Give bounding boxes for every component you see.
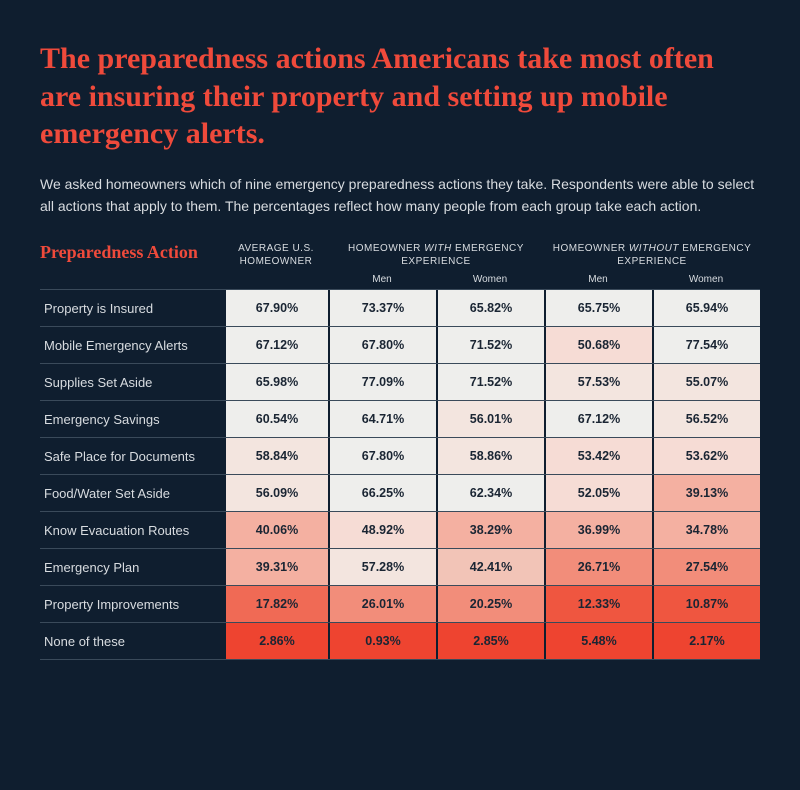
data-cell: 12.33% — [544, 586, 652, 622]
data-cell: 56.09% — [224, 475, 328, 511]
table-header-row: Preparedness Action AVERAGE U.S. HOMEOWN… — [40, 242, 760, 285]
row-label: Emergency Savings — [40, 401, 224, 437]
data-cell: 2.17% — [652, 623, 760, 659]
data-cell: 66.25% — [328, 475, 436, 511]
data-cell: 71.52% — [436, 364, 544, 400]
row-label: Supplies Set Aside — [40, 364, 224, 400]
data-cell: 39.31% — [224, 549, 328, 585]
data-cell: 42.41% — [436, 549, 544, 585]
data-cell: 53.62% — [652, 438, 760, 474]
col-group-with-exp: HOMEOWNER WITH EMERGENCY EXPERIENCE Men … — [328, 242, 544, 285]
data-cell: 65.82% — [436, 290, 544, 326]
data-cell: 67.80% — [328, 438, 436, 474]
data-cell: 77.54% — [652, 327, 760, 363]
col-group-average: AVERAGE U.S. HOMEOWNER — [224, 242, 328, 274]
col-group-label: HOMEOWNER WITHOUT EMERGENCY EXPERIENCE — [544, 242, 760, 268]
table-row: Emergency Savings60.54%64.71%56.01%67.12… — [40, 400, 760, 437]
row-label: Emergency Plan — [40, 549, 224, 585]
data-cell: 65.75% — [544, 290, 652, 326]
data-cell: 52.05% — [544, 475, 652, 511]
data-cell: 2.85% — [436, 623, 544, 659]
col-group-label: HOMEOWNER WITH EMERGENCY EXPERIENCE — [328, 242, 544, 268]
data-cell: 65.94% — [652, 290, 760, 326]
table-row: Safe Place for Documents58.84%67.80%58.8… — [40, 437, 760, 474]
data-cell: 56.01% — [436, 401, 544, 437]
data-cell: 56.52% — [652, 401, 760, 437]
data-cell: 27.54% — [652, 549, 760, 585]
row-label: None of these — [40, 623, 224, 659]
data-cell: 55.07% — [652, 364, 760, 400]
data-cell: 20.25% — [436, 586, 544, 622]
table-row: Property Improvements17.82%26.01%20.25%1… — [40, 585, 760, 622]
row-label: Property Improvements — [40, 586, 224, 622]
row-label: Property is Insured — [40, 290, 224, 326]
table-row: Mobile Emergency Alerts67.12%67.80%71.52… — [40, 326, 760, 363]
data-cell: 26.01% — [328, 586, 436, 622]
sub-col-men: Men — [544, 274, 652, 285]
col-group-without-exp: HOMEOWNER WITHOUT EMERGENCY EXPERIENCE M… — [544, 242, 760, 285]
data-cell: 71.52% — [436, 327, 544, 363]
table-row: Know Evacuation Routes40.06%48.92%38.29%… — [40, 511, 760, 548]
data-cell: 5.48% — [544, 623, 652, 659]
data-cell: 38.29% — [436, 512, 544, 548]
page-title: The preparedness actions Americans take … — [40, 40, 760, 153]
data-cell: 62.34% — [436, 475, 544, 511]
data-cell: 2.86% — [224, 623, 328, 659]
row-label: Mobile Emergency Alerts — [40, 327, 224, 363]
data-cell: 53.42% — [544, 438, 652, 474]
data-cell: 77.09% — [328, 364, 436, 400]
data-cell: 17.82% — [224, 586, 328, 622]
data-cell: 36.99% — [544, 512, 652, 548]
data-cell: 67.12% — [544, 401, 652, 437]
table-body: Property is Insured67.90%73.37%65.82%65.… — [40, 289, 760, 660]
data-cell: 34.78% — [652, 512, 760, 548]
data-cell: 10.87% — [652, 586, 760, 622]
data-cell: 67.12% — [224, 327, 328, 363]
table-row: Property is Insured67.90%73.37%65.82%65.… — [40, 289, 760, 326]
table-row: Emergency Plan39.31%57.28%42.41%26.71%27… — [40, 548, 760, 585]
data-cell: 0.93% — [328, 623, 436, 659]
data-cell: 39.13% — [652, 475, 760, 511]
row-label: Know Evacuation Routes — [40, 512, 224, 548]
row-header-label: Preparedness Action — [40, 242, 224, 264]
data-cell: 58.84% — [224, 438, 328, 474]
data-cell: 67.80% — [328, 327, 436, 363]
table-row: None of these2.86%0.93%2.85%5.48%2.17% — [40, 622, 760, 660]
data-cell: 60.54% — [224, 401, 328, 437]
data-cell: 58.86% — [436, 438, 544, 474]
col-group-label: AVERAGE U.S. HOMEOWNER — [224, 242, 328, 268]
sub-col-women: Women — [652, 274, 760, 285]
data-cell: 73.37% — [328, 290, 436, 326]
data-cell: 50.68% — [544, 327, 652, 363]
preparedness-table: Preparedness Action AVERAGE U.S. HOMEOWN… — [40, 242, 760, 660]
data-cell: 48.92% — [328, 512, 436, 548]
description-text: We asked homeowners which of nine emerge… — [40, 173, 760, 218]
row-label: Food/Water Set Aside — [40, 475, 224, 511]
data-cell: 67.90% — [224, 290, 328, 326]
data-cell: 40.06% — [224, 512, 328, 548]
data-cell: 57.28% — [328, 549, 436, 585]
table-row: Food/Water Set Aside56.09%66.25%62.34%52… — [40, 474, 760, 511]
sub-col-men: Men — [328, 274, 436, 285]
data-cell: 57.53% — [544, 364, 652, 400]
data-cell: 65.98% — [224, 364, 328, 400]
row-label: Safe Place for Documents — [40, 438, 224, 474]
table-row: Supplies Set Aside65.98%77.09%71.52%57.5… — [40, 363, 760, 400]
data-cell: 26.71% — [544, 549, 652, 585]
sub-col-women: Women — [436, 274, 544, 285]
data-cell: 64.71% — [328, 401, 436, 437]
